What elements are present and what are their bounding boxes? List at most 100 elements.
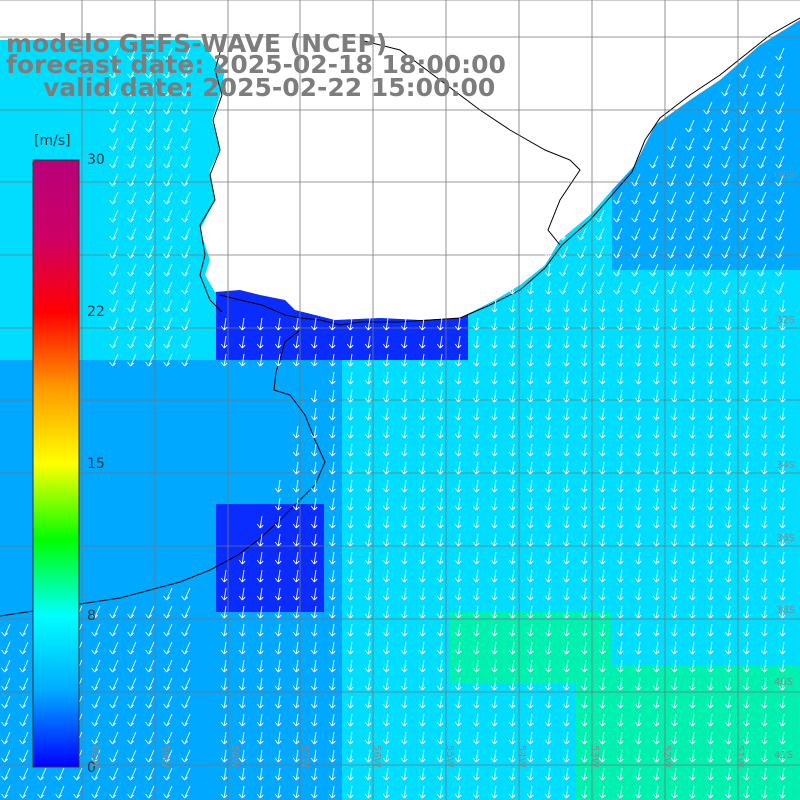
wind-arrow — [616, 389, 624, 403]
wind-cell — [360, 684, 379, 703]
wind-arrow — [181, 767, 191, 781]
wind-arrow — [328, 767, 336, 781]
wind-cell — [792, 684, 800, 703]
wind-cell — [774, 684, 793, 703]
wind-arrow — [418, 389, 426, 403]
wind-cell — [774, 180, 793, 199]
wind-cell — [504, 414, 523, 433]
wind-arrow — [652, 785, 660, 799]
wind-arrow — [109, 317, 119, 331]
wind-cell — [414, 522, 433, 541]
wind-cell — [648, 162, 667, 181]
wind-cell — [18, 144, 37, 163]
wind-cell — [540, 360, 559, 379]
wind-cell — [360, 648, 379, 667]
wind-cell — [0, 450, 19, 469]
wind-arrow — [526, 587, 534, 601]
wind-cell — [270, 414, 289, 433]
wind-cell — [144, 378, 163, 397]
wind-arrow — [706, 605, 714, 619]
wind-cell — [558, 792, 577, 800]
wind-arrow — [490, 767, 498, 781]
wind-arrow — [724, 389, 732, 403]
wind-cell — [0, 414, 19, 433]
wind-cell — [594, 720, 613, 739]
wind-arrow — [580, 749, 588, 763]
wind-cell — [738, 756, 757, 775]
wind-arrow — [595, 191, 605, 205]
wind-cell — [450, 360, 469, 379]
wind-cell — [144, 558, 163, 577]
wind-arrow — [454, 533, 462, 547]
wind-arrow — [220, 731, 228, 745]
wind-cell — [216, 720, 235, 739]
wind-arrow — [328, 353, 336, 367]
wind-arrow — [238, 551, 246, 565]
wind-arrow — [634, 479, 642, 493]
wind-arrow — [382, 641, 390, 655]
wind-arrow — [163, 695, 173, 709]
wind-arrow — [706, 479, 714, 493]
wind-arrow — [418, 317, 426, 331]
wind-cell — [180, 378, 199, 397]
wind-arrow — [526, 731, 534, 745]
wind-arrow — [328, 623, 336, 637]
wind-cell — [180, 558, 199, 577]
wind-arrow — [778, 425, 786, 439]
wind-cell — [720, 324, 739, 343]
wind-cell — [36, 72, 55, 91]
wind-cell — [144, 288, 163, 307]
wind-cell — [504, 738, 523, 757]
wind-arrow — [526, 749, 534, 763]
wind-arrow — [775, 263, 785, 277]
wind-cell — [450, 630, 469, 649]
wind-cell — [630, 702, 649, 721]
wind-cell — [162, 540, 181, 559]
wind-arrow — [739, 173, 749, 187]
wind-arrow — [454, 551, 462, 565]
wind-arrow — [490, 641, 498, 655]
wind-cell — [702, 90, 721, 109]
wind-cell — [108, 576, 127, 595]
wind-arrow — [775, 119, 785, 133]
wind-cell — [144, 144, 163, 163]
wind-arrow — [667, 137, 677, 151]
wind-arrow — [706, 695, 714, 709]
wind-cell — [666, 198, 685, 217]
wind-cell — [594, 306, 613, 325]
wind-arrow — [778, 371, 786, 385]
wind-cell — [108, 666, 127, 685]
wind-cell — [558, 486, 577, 505]
wind-cell — [450, 738, 469, 757]
wind-cell — [180, 306, 199, 325]
wind-cell — [270, 558, 289, 577]
wind-cell — [54, 792, 73, 800]
wind-arrow — [310, 479, 318, 493]
wind-arrow — [127, 749, 137, 763]
wind-arrow — [346, 479, 354, 493]
wind-arrow — [328, 461, 336, 475]
wind-cell — [378, 540, 397, 559]
wind-cell — [504, 504, 523, 523]
wind-cell — [738, 558, 757, 577]
wind-cell — [108, 486, 127, 505]
wind-arrow — [562, 371, 570, 385]
wind-arrow — [145, 263, 155, 277]
wind-arrow — [688, 479, 696, 493]
wind-arrow — [724, 479, 732, 493]
wind-arrow — [472, 731, 480, 745]
wind-cell — [108, 324, 127, 343]
wind-cell — [414, 504, 433, 523]
wind-cell — [468, 360, 487, 379]
wind-cell — [504, 558, 523, 577]
wind-cell — [648, 126, 667, 145]
wind-cell — [612, 324, 631, 343]
wind-cell — [684, 378, 703, 397]
wind-cell — [234, 684, 253, 703]
wind-arrow — [634, 713, 642, 727]
wind-arrow — [670, 407, 678, 421]
wind-arrow — [580, 659, 588, 673]
wind-cell — [720, 378, 739, 397]
wind-arrow — [742, 605, 750, 619]
wind-arrow — [436, 371, 444, 385]
